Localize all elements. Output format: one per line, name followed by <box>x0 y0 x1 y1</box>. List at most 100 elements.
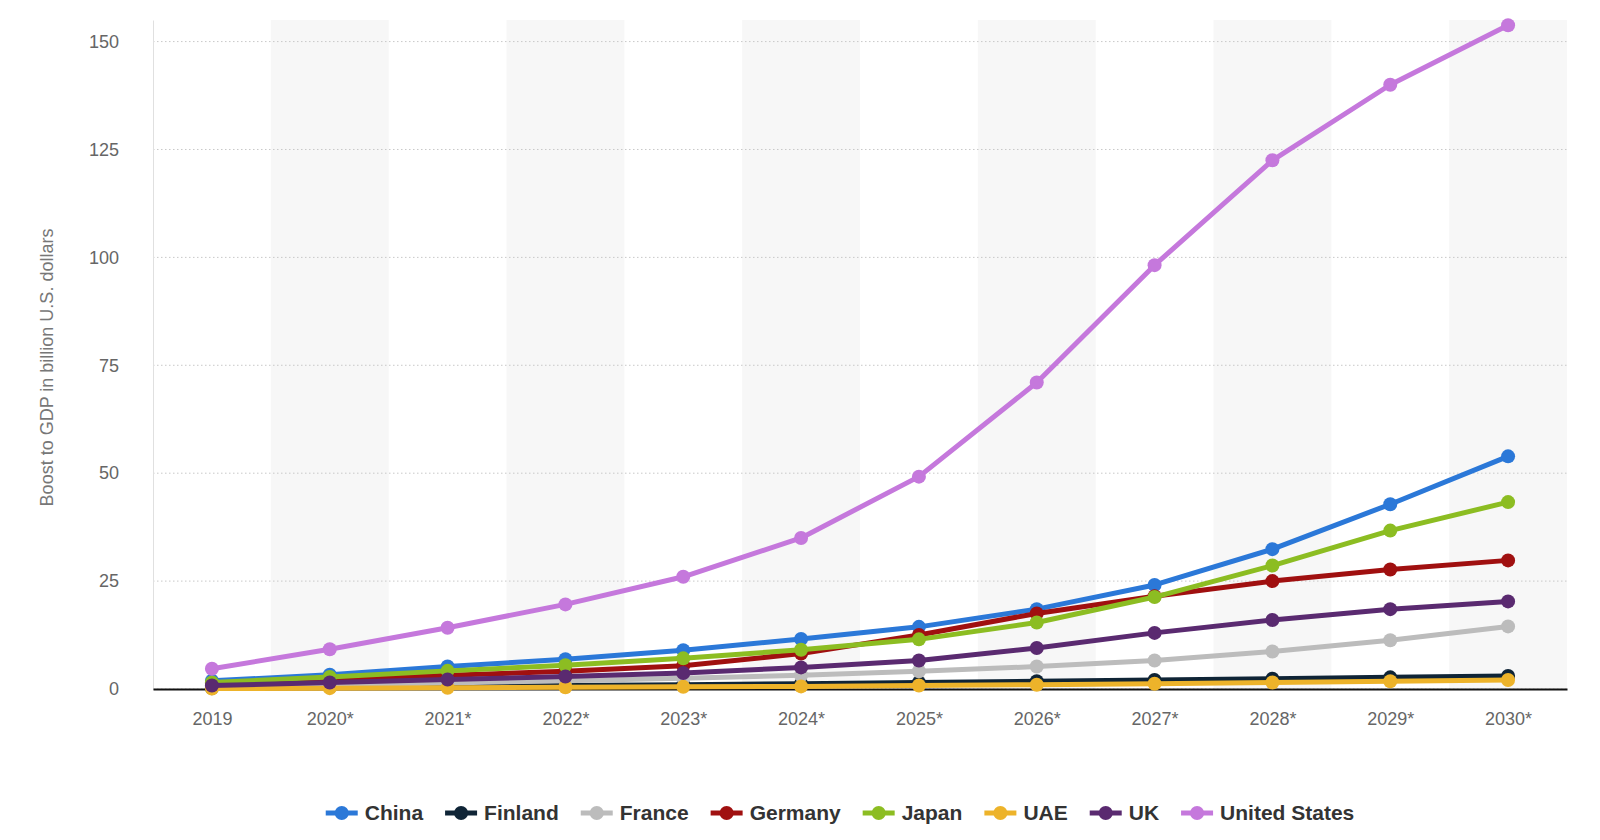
legend-label: United States <box>1220 801 1354 824</box>
y-tick-label: 25 <box>99 571 119 591</box>
point <box>1383 602 1397 616</box>
series <box>205 18 1515 676</box>
y-tick: 150 <box>89 32 153 52</box>
y-axis: 0 25 50 75 100 125 150 <box>89 21 154 700</box>
y-tick: 75 <box>99 356 153 376</box>
legend-item[interactable]: United States <box>1181 801 1354 824</box>
legend-marker <box>993 806 1007 820</box>
series <box>205 495 1515 689</box>
point <box>558 597 572 611</box>
legend-item[interactable]: Germany <box>711 801 841 824</box>
point <box>441 621 455 635</box>
x-tick: 2028* <box>1249 689 1296 729</box>
legend-label: China <box>365 801 424 824</box>
x-tick-label: 2027* <box>1132 709 1179 729</box>
legend-label: France <box>620 801 689 824</box>
point <box>1265 644 1279 658</box>
point <box>912 470 926 484</box>
point <box>1383 78 1397 92</box>
point <box>1501 619 1515 633</box>
x-tick: 2025* <box>896 689 943 729</box>
point <box>676 651 690 665</box>
point <box>1383 524 1397 538</box>
x-tick-label: 2021* <box>425 709 472 729</box>
x-tick-label: 2023* <box>660 709 707 729</box>
series <box>205 594 1515 692</box>
legend-item[interactable]: Finland <box>445 801 559 824</box>
y-tick-label: 150 <box>89 32 119 52</box>
point <box>1501 18 1515 32</box>
point <box>794 660 808 674</box>
y-tick-label: 0 <box>109 679 119 699</box>
x-tick: 2027* <box>1132 689 1179 729</box>
series <box>205 449 1515 687</box>
legend-item[interactable]: France <box>581 801 689 824</box>
x-tick: 2030* <box>1485 689 1532 729</box>
legend-item[interactable]: UAE <box>984 801 1067 824</box>
point <box>205 662 219 676</box>
series-line <box>212 502 1508 682</box>
y-tick-label: 50 <box>99 463 119 483</box>
point <box>1383 633 1397 647</box>
chart: 025507510012515020192020*2021*2022*2023*… <box>0 0 1600 840</box>
series-line <box>212 25 1508 669</box>
point <box>1030 660 1044 674</box>
legend-marker <box>590 806 604 820</box>
point <box>676 666 690 680</box>
point <box>1383 562 1397 576</box>
point <box>1148 677 1162 691</box>
x-tick-label: 2024* <box>778 709 825 729</box>
point <box>1383 497 1397 511</box>
point <box>1030 678 1044 692</box>
x-tick-label: 2026* <box>1014 709 1061 729</box>
point <box>1265 559 1279 573</box>
y-tick-label: 100 <box>89 248 119 268</box>
legend-label: UAE <box>1023 801 1067 824</box>
point <box>676 570 690 584</box>
legend-item[interactable]: UK <box>1090 801 1159 824</box>
point <box>558 669 572 683</box>
point <box>676 680 690 694</box>
point <box>1501 673 1515 687</box>
point <box>794 531 808 545</box>
x-tick-label: 2025* <box>896 709 943 729</box>
stripes <box>271 20 1567 689</box>
x-tick: 2022* <box>542 689 589 729</box>
y-tick: 125 <box>89 140 153 160</box>
plot-area <box>205 18 1515 695</box>
x-tick: 2029* <box>1367 689 1414 729</box>
point <box>1148 654 1162 668</box>
x-tick: 2026* <box>1014 689 1061 729</box>
point <box>1148 590 1162 604</box>
legend: China Finland France Germany Japan UAE UK Unite… <box>326 801 1355 824</box>
y-tick-label: 75 <box>99 356 119 376</box>
y-tick-label: 125 <box>89 140 119 160</box>
grid-line <box>153 41 1567 42</box>
point <box>1030 641 1044 655</box>
point <box>912 679 926 693</box>
point <box>1148 589 1162 603</box>
series <box>205 553 1515 690</box>
point <box>1030 376 1044 390</box>
legend-label: Finland <box>484 801 559 824</box>
point <box>205 679 219 693</box>
x-tick-label: 2030* <box>1485 709 1532 729</box>
series <box>205 673 1515 696</box>
point <box>1265 153 1279 167</box>
legend-label: UK <box>1129 801 1159 824</box>
stripe <box>978 20 1096 689</box>
y-tick: 0 <box>109 679 153 699</box>
series-line <box>212 601 1508 685</box>
x-tick: 2023* <box>660 689 707 729</box>
x-tick-label: 2029* <box>1367 709 1414 729</box>
stripe <box>1449 20 1567 689</box>
point <box>1148 626 1162 640</box>
legend-item[interactable]: China <box>326 801 424 824</box>
x-tick-label: 2019 <box>192 709 232 729</box>
point <box>1265 542 1279 556</box>
x-tick-label: 2028* <box>1249 709 1296 729</box>
point <box>794 679 808 693</box>
y-tick: 25 <box>99 571 153 591</box>
legend-item[interactable]: Japan <box>863 801 963 824</box>
legend-marker <box>454 806 468 820</box>
